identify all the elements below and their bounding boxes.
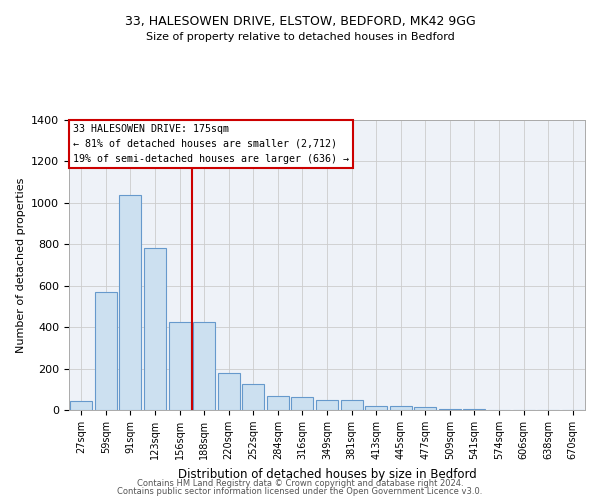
Text: Contains HM Land Registry data © Crown copyright and database right 2024.: Contains HM Land Registry data © Crown c… — [137, 478, 463, 488]
Text: Contains public sector information licensed under the Open Government Licence v3: Contains public sector information licen… — [118, 487, 482, 496]
Text: 33, HALESOWEN DRIVE, ELSTOW, BEDFORD, MK42 9GG: 33, HALESOWEN DRIVE, ELSTOW, BEDFORD, MK… — [125, 15, 475, 28]
Bar — [463, 409, 485, 410]
Bar — [439, 409, 461, 410]
Bar — [119, 194, 142, 410]
Bar — [95, 292, 117, 410]
Bar — [193, 322, 215, 410]
Bar — [414, 407, 436, 410]
Bar — [144, 248, 166, 410]
Bar — [341, 400, 362, 410]
Bar — [389, 406, 412, 410]
Bar — [316, 400, 338, 410]
Text: 33 HALESOWEN DRIVE: 175sqm
← 81% of detached houses are smaller (2,712)
19% of s: 33 HALESOWEN DRIVE: 175sqm ← 81% of deta… — [73, 124, 349, 164]
Bar — [242, 384, 265, 410]
Bar — [169, 322, 191, 410]
Bar — [70, 400, 92, 410]
Text: Size of property relative to detached houses in Bedford: Size of property relative to detached ho… — [146, 32, 454, 42]
Bar — [365, 406, 387, 410]
Y-axis label: Number of detached properties: Number of detached properties — [16, 178, 26, 352]
X-axis label: Distribution of detached houses by size in Bedford: Distribution of detached houses by size … — [178, 468, 476, 480]
Bar — [292, 396, 313, 410]
Bar — [218, 372, 240, 410]
Bar — [267, 396, 289, 410]
